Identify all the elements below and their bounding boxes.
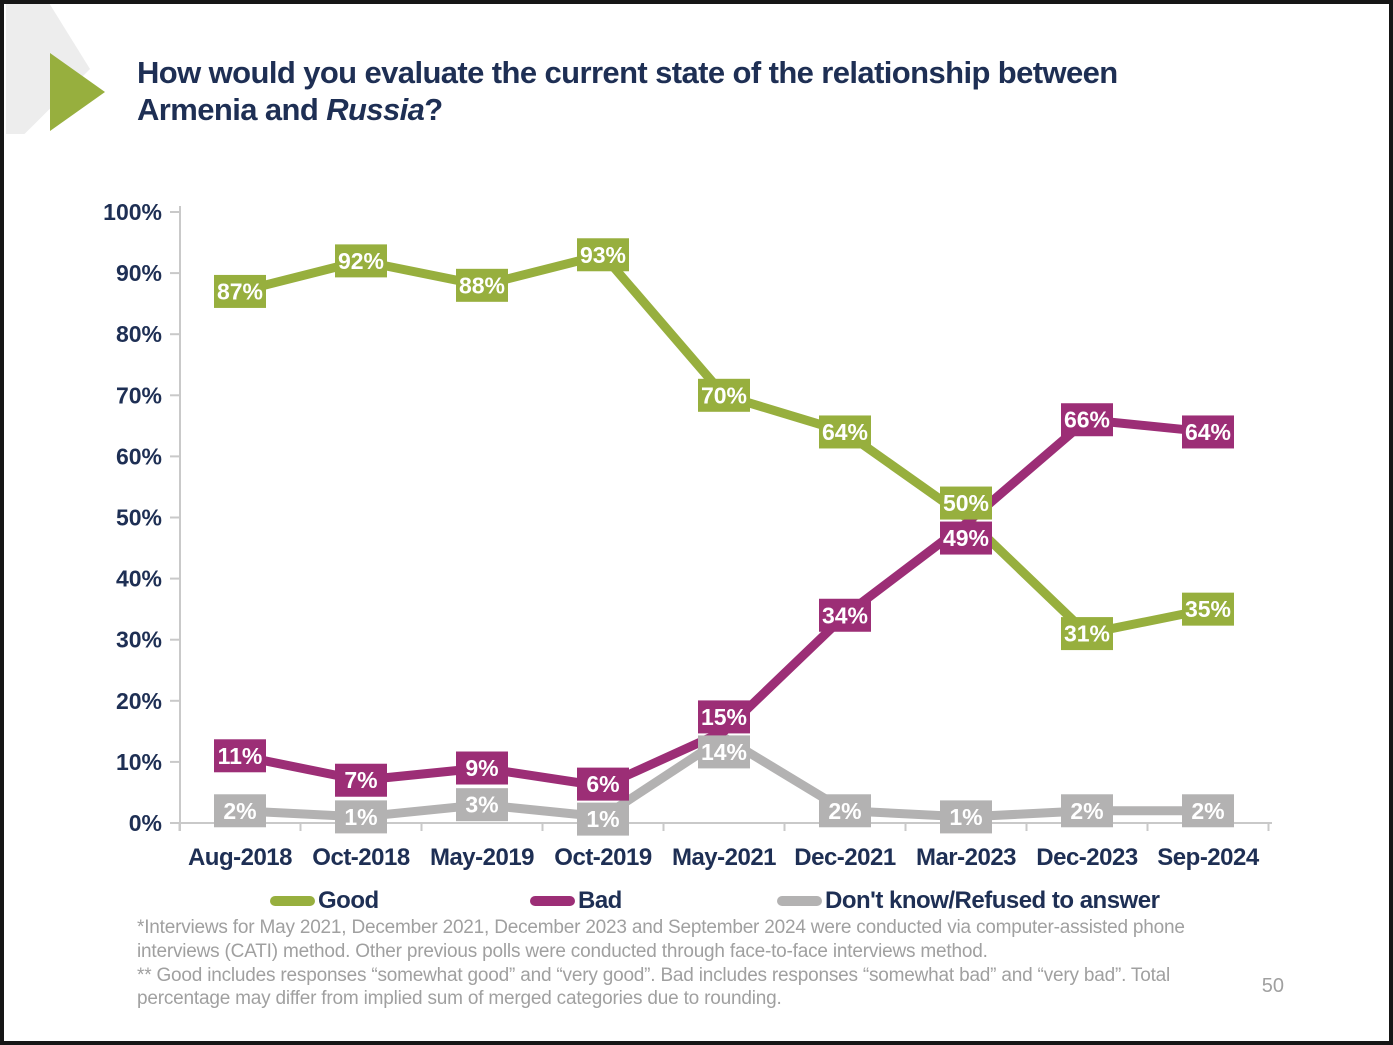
dontknow-label-box — [1061, 794, 1113, 828]
y-tick-label: 100% — [103, 199, 162, 225]
legend-label-good: Good — [318, 887, 379, 914]
good-label-value: 70% — [701, 382, 747, 408]
dontknow-label-box — [214, 794, 266, 828]
dontknow-label-value: 2% — [1070, 798, 1103, 824]
good-label-box — [577, 238, 629, 272]
good-label-box — [940, 486, 992, 520]
bad-label-value: 6% — [586, 771, 619, 797]
bad-label-value: 34% — [822, 602, 868, 628]
bad-label-value: 15% — [701, 704, 747, 730]
x-tick-label: Dec-2023 — [1036, 844, 1138, 871]
bad-data-labels: 11% 7% 9% 6% 15% 34% 49% 66% 64% — [214, 403, 1234, 801]
footnote-2: ** Good includes responses “somewhat goo… — [137, 964, 1171, 1010]
y-tick-label: 90% — [116, 260, 162, 286]
y-tick-label: 60% — [116, 443, 162, 469]
bad-label-box — [1182, 415, 1234, 449]
y-tick-label: 30% — [116, 627, 162, 653]
y-tick-label: 80% — [116, 321, 162, 347]
legend-item-bad: Bad — [530, 887, 622, 914]
dontknow-label-value: 2% — [1191, 798, 1224, 824]
bad-line-swatch-icon — [530, 896, 575, 906]
good-label-value: 88% — [459, 272, 505, 298]
page-number: 50 — [1261, 975, 1284, 997]
title-main: How would you evaluate the current state… — [137, 55, 1118, 128]
y-tick-label: 10% — [116, 749, 162, 775]
good-label-box — [819, 415, 871, 449]
good-label-value: 92% — [338, 248, 384, 274]
bad-label-value: 49% — [943, 525, 989, 551]
x-tick-label: Mar-2023 — [916, 844, 1016, 871]
dontknow-label-value: 1% — [586, 806, 619, 832]
good-label-box — [698, 378, 750, 412]
x-tick-label: Sep-2024 — [1157, 844, 1260, 871]
good-label-box — [335, 244, 387, 278]
bad-label-value: 66% — [1064, 407, 1110, 433]
dontknow-label-value: 2% — [828, 798, 861, 824]
bad-label-box — [577, 767, 629, 801]
footnotes: *Interviews for May 2021, December 2021,… — [137, 916, 1242, 1011]
legend-label-bad: Bad — [578, 887, 622, 914]
good-label-value: 31% — [1064, 621, 1110, 647]
dontknow-label-box — [335, 800, 387, 834]
good-line-swatch-icon — [270, 896, 315, 906]
legend-item-good: Good — [270, 887, 379, 914]
y-tick-label: 0% — [129, 810, 162, 836]
slide-page: How would you evaluate the current state… — [4, 4, 1389, 1041]
bad-label-value: 11% — [218, 743, 263, 769]
dontknow-label-value: 1% — [949, 804, 982, 830]
dontknow-label-value: 3% — [465, 792, 498, 818]
y-tick-label: 40% — [116, 566, 162, 592]
bad-label-box — [698, 700, 750, 734]
dontknow-label-box — [819, 794, 871, 828]
bad-label-box — [456, 751, 508, 785]
title-italic: Russia — [326, 92, 425, 128]
bad-label-box — [940, 521, 992, 555]
y-tick-label: 50% — [116, 505, 162, 531]
dontknow-line-swatch-icon — [777, 896, 822, 906]
title-suffix: ? — [424, 92, 443, 128]
x-tick-label: Aug-2018 — [188, 844, 292, 871]
good-label-box — [456, 268, 508, 302]
legend-item-dontknow: Don't know/Refused to answer — [777, 887, 1160, 914]
good-label-box — [1182, 592, 1234, 626]
good-label-value: 35% — [1185, 596, 1231, 622]
good-label-value: 87% — [217, 278, 263, 304]
dontknow-label-box — [1182, 794, 1234, 828]
dontknow-label-box — [577, 802, 629, 836]
good-label-box — [214, 274, 266, 308]
x-tick-label: May-2019 — [430, 844, 534, 871]
x-tick-label: Oct-2019 — [554, 844, 652, 871]
good-data-labels: 87% 92% 88% 93% 70% 64% 50% 31% 35% — [214, 238, 1234, 651]
bad-label-value: 7% — [344, 767, 377, 793]
x-tick-label: May-2021 — [672, 844, 776, 871]
good-label-value: 64% — [822, 419, 868, 445]
footnote-1: *Interviews for May 2021, December 2021,… — [137, 917, 1185, 962]
good-label-value: 93% — [580, 242, 626, 268]
bad-label-value: 9% — [465, 755, 498, 781]
dontknow-label-box — [456, 788, 508, 822]
x-tick-label: Dec-2021 — [794, 844, 896, 871]
x-tick-label: Oct-2018 — [312, 844, 410, 871]
page-title: How would you evaluate the current state… — [137, 54, 1182, 128]
relationship-line-chart: 0% 10% 20% 30% 40% 50% 60% 70% 80% 90% 100% Aug-201… — [103, 199, 1272, 871]
axes: 0% 10% 20% 30% 40% 50% 60% 70% 80% 90% 100% Aug-201… — [103, 199, 1272, 871]
bad-label-box — [819, 598, 871, 632]
dontknow-label-box — [698, 735, 750, 769]
y-tick-label: 20% — [116, 688, 162, 714]
dontknow-label-value: 14% — [701, 739, 747, 765]
y-tick-label: 70% — [116, 382, 162, 408]
dontknow-label-box — [940, 800, 992, 834]
bad-label-box — [1061, 403, 1113, 437]
dontknow-data-labels: 2% 1% 3% 1% 14% 2% 1% 2% 2% — [214, 735, 1234, 836]
dontknow-label-value: 2% — [223, 798, 256, 824]
dontknow-label-value: 1% — [344, 804, 377, 830]
good-label-value: 50% — [943, 490, 989, 516]
legend-label-dontknow: Don't know/Refused to answer — [825, 887, 1160, 914]
bad-label-box — [214, 739, 266, 773]
bad-label-box — [335, 763, 387, 797]
bad-label-value: 64% — [1185, 419, 1231, 445]
good-label-box — [1061, 617, 1113, 651]
